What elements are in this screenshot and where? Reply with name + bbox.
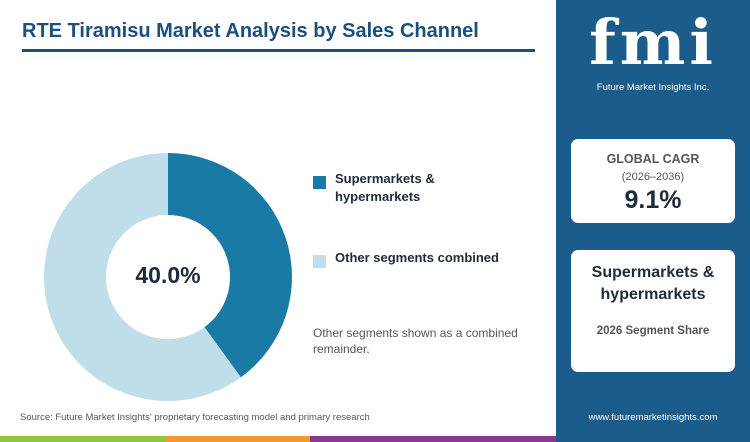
segment-name: Supermarkets & hypermarkets (591, 264, 715, 303)
cagr-card: GLOBAL CAGR (2026–2036) 9.1% (571, 139, 735, 223)
cagr-value: 9.1% (624, 186, 682, 214)
legend-label: Supermarkets & hypermarkets (335, 171, 435, 204)
accent-strip (165, 436, 310, 442)
logo-mark: fmi (589, 6, 717, 79)
donut-segment (43, 153, 241, 402)
accent-strip (310, 436, 556, 442)
legend-label: Other segments combined (335, 250, 499, 265)
source-note: Source: Future Market Insights' propriet… (20, 412, 370, 423)
logo-name: Future Market Insights Inc. (596, 82, 710, 93)
segment-metric: 2026 Segment Share (596, 325, 710, 337)
center-label: 40.0% (135, 262, 200, 288)
website-url: www.futuremarketinsights.com (588, 412, 718, 423)
donut-chart: 40.0% (43, 153, 292, 402)
cagr-period: (2026–2036) (621, 171, 685, 183)
chart-note: Other segments shown as a combined remai… (313, 326, 518, 356)
legend-swatch (313, 255, 326, 268)
segment-card: Supermarkets & hypermarkets 2026 Segment… (571, 250, 735, 372)
title-rule (22, 49, 535, 52)
cagr-label: GLOBAL CAGR (606, 152, 700, 166)
chart-title: RTE Tiramisu Market Analysis by Sales Ch… (22, 20, 479, 42)
sidebar: fmi Future Market Insights Inc. GLOBAL C… (556, 0, 750, 442)
legend-swatch (313, 176, 326, 189)
donut-segment (168, 153, 292, 378)
accent-strip (0, 436, 165, 442)
chart-panel: RTE Tiramisu Market Analysis by Sales Ch… (0, 20, 556, 442)
